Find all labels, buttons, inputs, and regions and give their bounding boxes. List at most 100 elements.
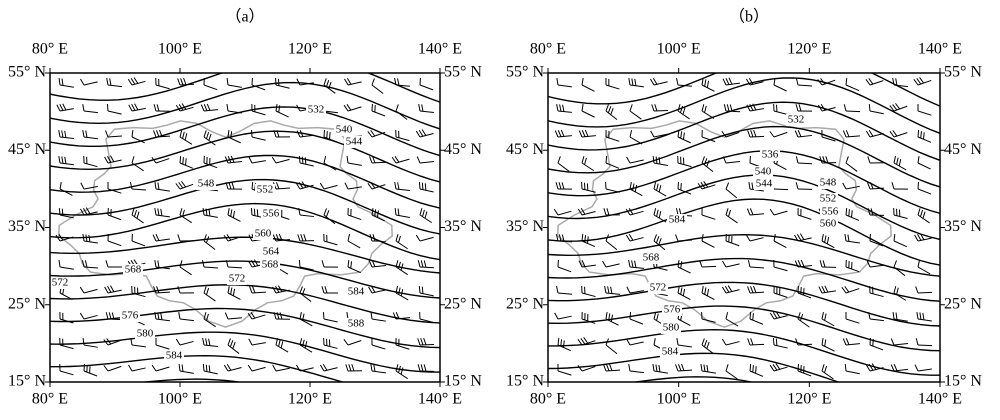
barb-feather (608, 106, 610, 113)
barb-feather (184, 78, 186, 85)
barb-shaft (630, 319, 643, 324)
wind-barb (820, 260, 836, 267)
barb-shaft (630, 342, 644, 345)
barb-feather (423, 210, 425, 217)
barb-feather (156, 234, 159, 240)
barb-feather (635, 261, 636, 268)
barb-feather (655, 104, 657, 111)
barb-shaft (84, 82, 98, 85)
contour-label: 536 (762, 149, 779, 161)
wind-barb (152, 365, 169, 371)
wind-barb (770, 131, 787, 137)
barb-feather (918, 208, 920, 215)
barb-feather (554, 209, 558, 215)
barb-feather (651, 131, 654, 137)
wind-barb (845, 364, 859, 374)
wind-barb (748, 338, 764, 345)
wind-barb (820, 156, 836, 163)
wind-barb (155, 208, 170, 217)
barb-feather (562, 182, 564, 189)
barb-feather (678, 104, 680, 111)
barb-feather (683, 108, 685, 115)
barb-shaft (870, 345, 883, 350)
barb-shaft (180, 371, 194, 373)
barb-feather (132, 156, 134, 163)
barb-feather (819, 287, 822, 293)
lon-label: 80° E (530, 41, 566, 58)
barb-shaft (606, 163, 619, 168)
wind-barb (892, 182, 908, 189)
barb-feather (417, 157, 420, 163)
barb-feather (774, 234, 775, 241)
barb-feather (924, 132, 925, 139)
wind-barb (396, 234, 408, 248)
contour-label: 552 (820, 193, 837, 205)
barb-feather (305, 341, 307, 348)
wind-barb (604, 364, 620, 371)
wind-barb (346, 364, 362, 371)
barb-feather (705, 106, 707, 113)
barb-feather (323, 364, 327, 370)
barb-feather (153, 130, 156, 137)
wind-barb (846, 208, 859, 220)
barb-feather (629, 78, 630, 85)
barb-feather (868, 156, 870, 163)
barb-feather (843, 339, 846, 345)
barb-feather (230, 340, 232, 347)
wind-barb (203, 338, 218, 346)
barb-feather (348, 260, 349, 267)
barb-feather (892, 182, 894, 189)
barb-feather (824, 366, 826, 373)
contour-line (548, 175, 940, 239)
barb-feather (227, 364, 231, 370)
barb-feather (899, 159, 901, 166)
wind-barb (579, 130, 596, 137)
barb-feather (726, 183, 729, 189)
barb-feather (299, 260, 300, 267)
barb-feather (560, 104, 561, 111)
barb-feather (89, 235, 90, 242)
barb-shaft (108, 319, 122, 320)
barb-shaft (252, 161, 266, 163)
barb-feather (224, 365, 228, 371)
barb-shaft (894, 215, 908, 219)
barb-feather (176, 183, 180, 189)
contour-line (50, 332, 440, 372)
barb-feather (823, 260, 825, 267)
barb-shaft (60, 85, 74, 87)
contour-label: 576 (122, 310, 139, 322)
lon-label: 140° E (918, 41, 962, 58)
barb-feather (746, 235, 750, 241)
contour-label: 540 (336, 124, 353, 136)
barb-feather (897, 288, 899, 295)
lon-label: 140° E (918, 391, 962, 408)
barb-shaft (750, 267, 764, 268)
barb-shaft (372, 371, 386, 373)
barb-feather (180, 130, 182, 137)
wind-barb (652, 104, 668, 111)
barb-feather (203, 338, 204, 345)
barb-feather (611, 108, 613, 115)
map-frame (50, 73, 440, 382)
barb-feather (370, 156, 372, 163)
barb-shaft (108, 136, 122, 137)
barb-feather (418, 338, 420, 345)
barb-feather (110, 78, 111, 85)
wind-barb (846, 78, 859, 91)
barb-shaft (606, 293, 620, 294)
wind-barb (396, 260, 408, 274)
wind-barb (324, 234, 338, 245)
lon-label: 100° E (657, 391, 701, 408)
barb-shaft (84, 241, 98, 243)
wind-barb (252, 78, 265, 90)
barb-feather (588, 236, 589, 243)
barb-shaft (156, 292, 170, 293)
wind-barb (557, 286, 572, 294)
barb-feather (869, 104, 870, 111)
barb-feather (369, 287, 372, 293)
barb-feather (62, 156, 63, 163)
lat-label: 15° N (506, 373, 544, 390)
barb-feather (920, 313, 921, 320)
barb-feather (209, 365, 210, 372)
barb-shaft (726, 215, 738, 223)
